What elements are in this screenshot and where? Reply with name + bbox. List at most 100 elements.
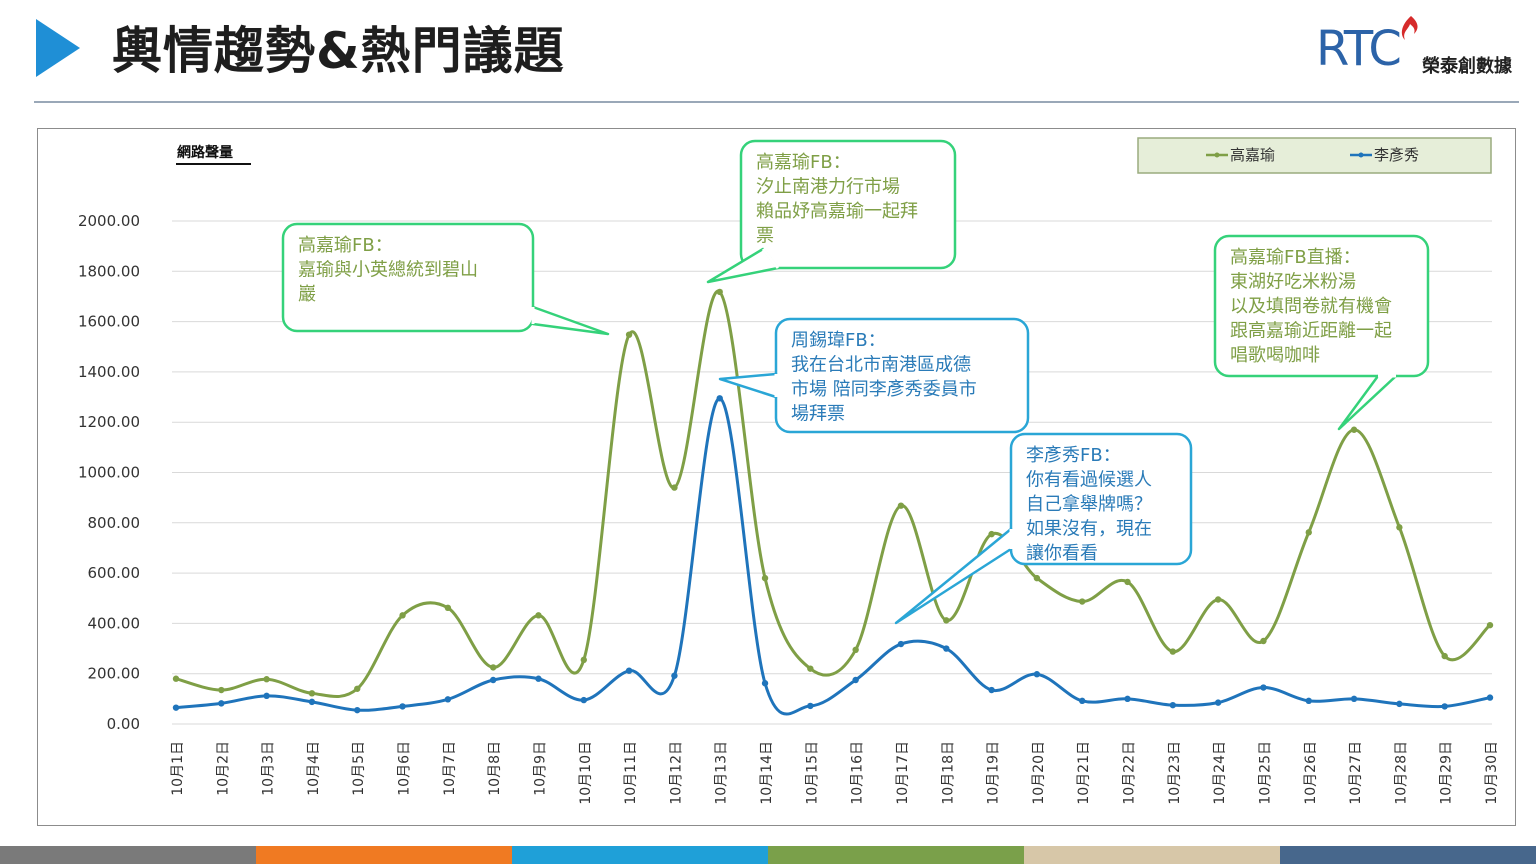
x-tick-label: 10月21日 (1076, 741, 1092, 805)
callout-box (1009, 432, 1193, 566)
callout-line: 如果沒有，現在 (1026, 519, 1152, 540)
footer-color-segment (512, 846, 768, 864)
series-layer (172, 288, 1494, 716)
data-point (263, 676, 270, 683)
data-point (716, 288, 723, 296)
callout-line: 市場 陪同李彥秀委員市 (791, 379, 977, 400)
data-point (308, 698, 316, 706)
x-tick-label: 10月29日 (1439, 741, 1455, 805)
data-point (1350, 426, 1358, 433)
series-gao (172, 288, 1494, 699)
logo-name: 榮泰創數據 (1422, 56, 1512, 77)
data-point (1169, 648, 1177, 655)
header-arrow-icon (36, 19, 80, 77)
data-point (1260, 684, 1267, 691)
data-point (1260, 637, 1267, 645)
callout-line: 場拜票 (791, 404, 845, 425)
data-point (897, 502, 905, 509)
data-point (535, 612, 542, 619)
data-point (943, 617, 950, 624)
data-point (354, 685, 361, 692)
y-tick-label: 800.00 (88, 514, 141, 532)
x-tick-label: 10月2日 (215, 741, 231, 796)
x-tick-label: 10月6日 (397, 741, 413, 796)
x-tick-label: 10月19日 (986, 741, 1002, 805)
callout-line: 賴品妤高嘉瑜一起拜 (756, 201, 918, 222)
callout-line: 高嘉瑜FB直播： (1230, 247, 1361, 268)
data-point (1305, 697, 1312, 705)
callout-line: 東湖好吃米粉湯 (1230, 272, 1356, 293)
callout-line: 嘉瑜與小英總統到碧山 (298, 260, 478, 281)
x-tick-label: 10月11日 (623, 741, 639, 805)
callout-line: 自己拿舉牌嗎？ (1026, 493, 1152, 515)
x-tick-label: 10月4日 (306, 741, 322, 796)
x-tick-label: 10月16日 (850, 741, 866, 805)
logo-mark: RTC (1316, 21, 1402, 77)
x-tick-label: 10月30日 (1484, 741, 1500, 805)
data-point (625, 331, 633, 338)
data-point (263, 692, 270, 700)
legend-label-li: 李彥秀 (1374, 146, 1419, 164)
y-axis-label-group: 網路聲量 (176, 144, 251, 165)
x-tick-label: 10月5日 (351, 741, 367, 796)
footer-color-segment (1024, 846, 1280, 864)
callout-line: 跟高嘉瑜近距離一起 (1230, 321, 1392, 342)
x-tick-label: 10月24日 (1212, 741, 1228, 805)
callout-pointer (1337, 374, 1398, 431)
x-tick-label: 10月1日 (170, 741, 186, 796)
x-tick-label: 10月13日 (714, 741, 730, 805)
callout-line: 讓你看看 (1026, 543, 1098, 564)
footer-color-segment (768, 846, 1024, 864)
data-point (444, 696, 452, 703)
data-point (1350, 695, 1358, 703)
data-point (1169, 701, 1177, 709)
data-point (580, 696, 587, 704)
data-point (489, 664, 497, 671)
y-tick-label: 0.00 (107, 715, 140, 733)
chart-frame: 2000.00 1800.00 1600.00 1400.00 1200.00 1000.… (37, 128, 1516, 826)
footer-color-segment (0, 846, 256, 864)
x-tick-label: 10月7日 (442, 741, 458, 796)
y-tick-label: 1800.00 (78, 262, 140, 280)
y-tick-label: 600.00 (88, 564, 141, 582)
data-point (852, 676, 859, 684)
data-point (218, 686, 225, 694)
data-point (1441, 652, 1448, 660)
callout-line: 汐止南港力行市場 (756, 177, 900, 198)
series-li (172, 395, 1494, 716)
callout-pointer (894, 527, 1013, 625)
legend-box (1137, 137, 1492, 174)
callout-box (1213, 234, 1430, 378)
callout-pointer (531, 305, 610, 336)
callout-box (739, 139, 957, 270)
data-point (1079, 697, 1086, 705)
callout-line: 周錫瑋FB： (791, 330, 886, 351)
data-point (1396, 524, 1403, 531)
data-point (1079, 598, 1086, 605)
callout-line: 唱歌喝咖啡 (1230, 345, 1320, 366)
data-point (1214, 699, 1222, 706)
footer-color-segment (256, 846, 512, 864)
y-tick-label: 1600.00 (78, 313, 140, 331)
x-tick-label: 10月15日 (804, 741, 820, 805)
x-tick-label: 10月10日 (578, 741, 594, 805)
y-tick-label: 1000.00 (78, 464, 140, 482)
y-axis-label: 網路聲量 (177, 144, 233, 161)
data-point (1124, 578, 1131, 586)
data-point (1396, 700, 1403, 708)
data-point (1305, 529, 1312, 536)
page-title: 輿情趨勢&熱門議題 (112, 22, 565, 80)
data-point (172, 704, 180, 711)
data-point (1033, 574, 1041, 582)
y-tick-label: 1200.00 (78, 413, 140, 431)
data-point (671, 484, 678, 491)
legend-label-gao: 高嘉瑜 (1230, 146, 1275, 164)
footer-color-bar (0, 846, 1536, 864)
data-point (716, 395, 723, 402)
x-tick-label: 10月27日 (1348, 741, 1364, 805)
legend: 高嘉瑜 李彥秀 (1137, 137, 1492, 174)
callout-line: 巖 (298, 284, 316, 305)
data-point (671, 672, 678, 679)
